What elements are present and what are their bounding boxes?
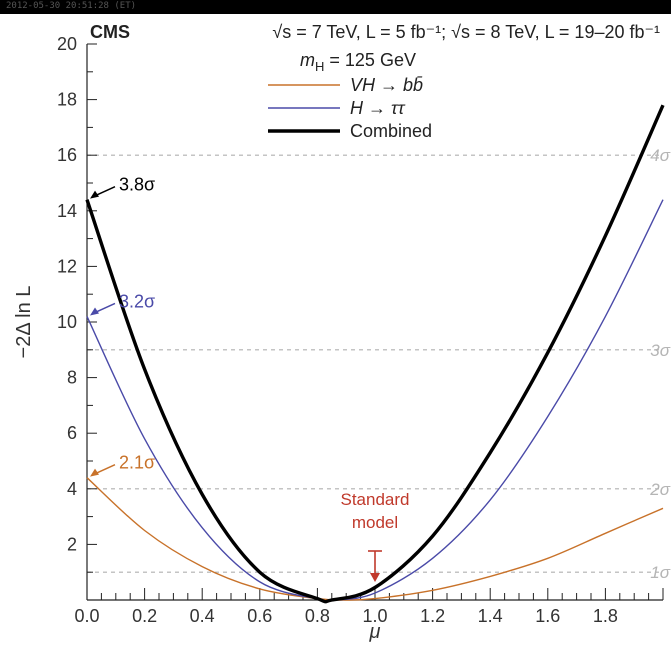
x-axis-label: μ [369,621,381,643]
top-bar: 2012-05-30 20:51:28 (ET) [0,0,671,14]
series-line-1 [86,199,664,602]
legend-title: mH = 125 GeV [300,50,416,74]
legend-label-1: H → ττ [350,98,406,118]
sm-arrow-head [370,573,380,582]
sigma-label: 3σ [650,341,670,360]
arrow-head [90,190,99,199]
sigma-label: 4σ [650,146,670,165]
legend-label-0: VH → bb̄ [350,75,423,95]
legend-title-part: m [300,50,315,70]
annotations: 3.8σ 3.2σ 2.1σ Standard model [90,175,410,582]
y-tick-label: 20 [57,34,77,54]
legend-title-sub: H [315,59,324,74]
arrow-head [90,307,99,316]
sm-label-line2: model [352,513,398,532]
x-tick-label: 1.0 [362,606,387,626]
timestamp-text: 2012-05-30 20:51:28 (ET) [6,1,137,11]
y-tick-label: 16 [57,145,77,165]
x-tick-label: 1.2 [420,606,445,626]
experiment-label: CMS [90,22,130,42]
x-tick-label: 1.8 [593,606,618,626]
series-line-0 [86,477,664,601]
x-tick-label: 0.0 [74,606,99,626]
x-tick-label: 1.4 [478,606,503,626]
sm-label-line1: Standard [341,490,410,509]
y-tick-label: 12 [57,256,77,276]
x-tick-label: 0.2 [132,606,157,626]
y-tick-label: 8 [67,368,77,388]
y-tick-label: 4 [67,479,77,499]
significance-label: 2.1σ [119,453,155,473]
curves [85,104,665,604]
series-line-2 [85,104,665,604]
y-tick-label: 6 [67,423,77,443]
x-tick-label: 0.8 [305,606,330,626]
legend-title-rest: = 125 GeV [324,50,416,70]
x-tick-label: 0.4 [190,606,215,626]
axes: 2 4 6 8 10 12 14 16 18 20 0.0 0.2 0.4 0.6 0.8 1.0 1.2 1.4… [13,34,664,643]
y-tick-label: 10 [57,312,77,332]
arrow-head [90,468,99,477]
y-tick-label: 2 [67,534,77,554]
y-axis-label: −2Δ ln L [13,286,35,359]
sigma-label: 1σ [650,563,670,582]
y-tick-label: 14 [57,201,77,221]
x-tick-label: 1.6 [535,606,560,626]
significance-label: 3.8σ [119,175,155,195]
significance-label: 3.2σ [119,291,155,311]
legend-label-2: Combined [350,121,432,141]
energy-luminosity-label: √s = 7 TeV, L = 5 fb⁻¹; √s = 8 TeV, L = … [272,22,660,42]
y-tick-label: 18 [57,90,77,110]
sigma-label: 2σ [649,480,670,499]
x-tick-label: 0.6 [247,606,272,626]
